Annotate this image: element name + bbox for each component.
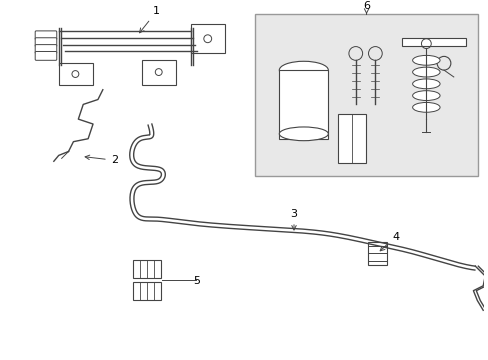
- Text: 5: 5: [193, 276, 200, 286]
- Bar: [401, 38, 465, 46]
- Bar: [367, 242, 386, 265]
- Bar: [337, 114, 365, 163]
- Text: 4: 4: [379, 232, 398, 251]
- Bar: [191, 24, 225, 53]
- Ellipse shape: [279, 127, 327, 141]
- Bar: [133, 260, 161, 278]
- FancyBboxPatch shape: [35, 38, 57, 46]
- Bar: [279, 70, 327, 139]
- Bar: [142, 60, 176, 85]
- Ellipse shape: [412, 79, 439, 89]
- Ellipse shape: [279, 61, 327, 79]
- Ellipse shape: [412, 55, 439, 65]
- Ellipse shape: [412, 103, 439, 112]
- Text: 6: 6: [362, 1, 369, 14]
- Bar: [254, 14, 477, 176]
- Ellipse shape: [412, 91, 439, 100]
- Text: 1: 1: [139, 6, 160, 33]
- Text: 2: 2: [85, 155, 118, 165]
- Text: 3: 3: [290, 209, 297, 230]
- Ellipse shape: [412, 67, 439, 77]
- FancyBboxPatch shape: [35, 45, 57, 53]
- FancyBboxPatch shape: [35, 31, 57, 40]
- FancyBboxPatch shape: [35, 51, 57, 60]
- Bar: [59, 63, 93, 85]
- Bar: [133, 282, 161, 300]
